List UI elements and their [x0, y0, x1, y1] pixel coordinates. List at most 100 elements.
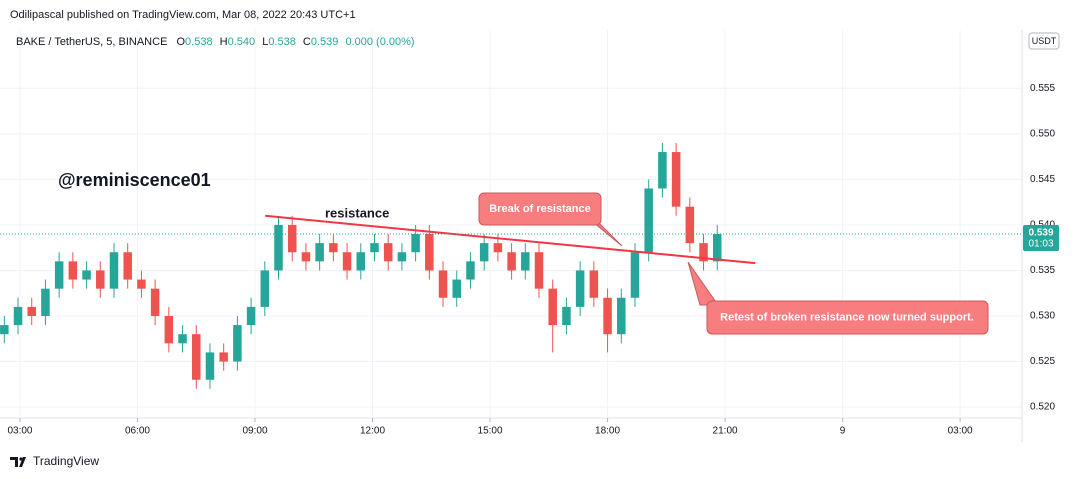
candle [699, 234, 708, 271]
callout-box [706, 300, 989, 335]
candle-body [287, 224, 297, 253]
candle-body [178, 334, 187, 344]
watermark: @reminiscence01 [58, 170, 211, 190]
candle-body [617, 297, 626, 335]
candle-body [397, 252, 407, 262]
candle-body [712, 234, 722, 262]
candle [671, 142, 681, 216]
candle [41, 279, 50, 326]
candle-body [205, 352, 215, 380]
ohlc-value: 0.539 [311, 36, 339, 48]
candle [370, 234, 379, 262]
ohlc-label: O [176, 36, 185, 48]
symbol-legend: BAKE / TetherUS, 5, BINANCE O0.538 H0.54… [16, 36, 415, 48]
candle [287, 215, 297, 262]
candle-body [452, 279, 461, 298]
candle-body [630, 252, 640, 298]
candle-body [671, 152, 681, 207]
y-tick-label: 0.530 [1030, 311, 1055, 322]
candle-body [96, 270, 105, 289]
candle [342, 243, 352, 280]
candle [233, 315, 242, 371]
candle [617, 288, 626, 344]
ohlc-label: C [303, 36, 311, 48]
candle-body [479, 243, 489, 262]
candle-body [493, 243, 503, 253]
ohlc-label: H [220, 36, 228, 48]
x-tick-label: 03:00 [7, 426, 32, 437]
candle-body [342, 252, 352, 271]
candle-body [356, 252, 366, 271]
candle [466, 252, 475, 289]
candle-body [27, 306, 36, 316]
candle-body [658, 152, 667, 189]
y-tick-label: 0.545 [1030, 174, 1055, 185]
last-price-tag [1023, 225, 1059, 252]
candle [96, 261, 105, 298]
candle [548, 279, 557, 353]
candle-body [123, 252, 132, 280]
candle [123, 243, 132, 289]
candle-body [603, 297, 612, 335]
candle [644, 179, 653, 262]
candle-body [41, 288, 50, 316]
candle [521, 243, 530, 280]
candle [438, 261, 448, 307]
candle-body [13, 306, 23, 326]
candle-body [246, 306, 256, 326]
candle-body [274, 224, 283, 271]
candle-body [233, 325, 242, 362]
candle-body [466, 261, 475, 280]
candle [452, 270, 461, 307]
candle-body [109, 252, 119, 289]
candle [82, 261, 91, 289]
candle-body [575, 270, 585, 307]
candle-body [685, 206, 695, 244]
brand: TradingView [33, 454, 99, 468]
candle [383, 234, 393, 271]
candle [315, 234, 324, 271]
x-tick-label: 03:00 [948, 426, 973, 437]
candle [507, 243, 516, 280]
candle-body [82, 270, 91, 280]
candle-body [438, 270, 448, 298]
candle-body [150, 288, 160, 316]
brand-logo [10, 457, 26, 467]
candle [219, 343, 228, 371]
candle [356, 243, 366, 280]
candle-body [411, 234, 420, 253]
y-tick-label: 0.525 [1030, 356, 1055, 367]
y-tick-label: 0.520 [1030, 402, 1055, 413]
candle [575, 261, 585, 316]
candle [274, 215, 283, 280]
candle-body [644, 188, 653, 253]
candle [260, 261, 270, 316]
candle-body [0, 325, 9, 335]
candle [54, 252, 64, 298]
candle [329, 234, 338, 262]
x-tick-label: 12:00 [360, 426, 385, 437]
callout-text: Retest of broken resistance now turned s… [720, 311, 974, 323]
candle [137, 270, 146, 298]
candle [589, 261, 599, 307]
candle [562, 297, 571, 335]
candle [630, 243, 640, 307]
ohlc-value: 0.538 [268, 36, 296, 48]
candle-body [589, 270, 599, 298]
candle [658, 142, 667, 198]
candle-body [68, 261, 78, 280]
candle-body [315, 243, 324, 262]
candle-body [137, 279, 146, 289]
x-tick-label: 21:00 [713, 426, 738, 437]
currency-box[interactable] [1028, 32, 1060, 50]
change: 0.000 (0.00%) [345, 36, 414, 48]
candle [712, 224, 722, 271]
candle [192, 325, 201, 389]
candle [0, 315, 9, 344]
candle [397, 243, 407, 271]
candle [109, 243, 119, 298]
candle-body [164, 315, 174, 344]
candle [534, 243, 544, 298]
y-tick-label: 0.555 [1030, 83, 1055, 94]
